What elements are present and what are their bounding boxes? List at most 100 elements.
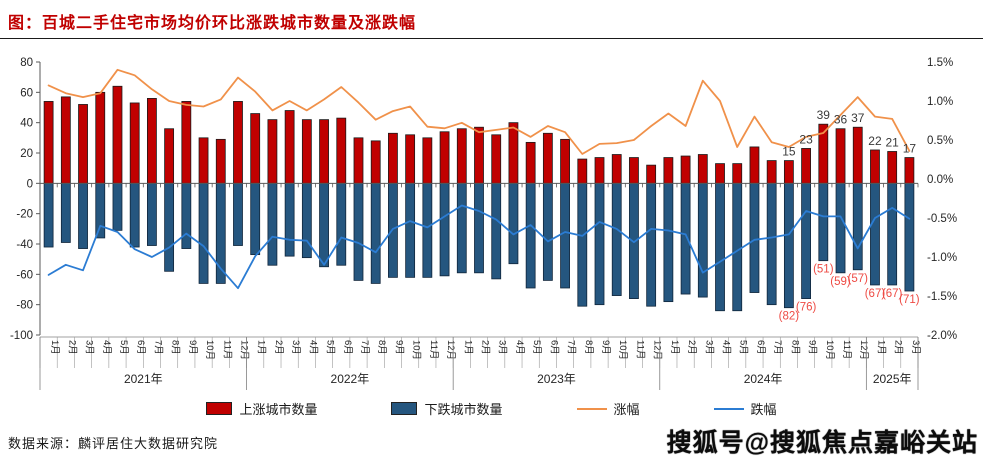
falling-cities-bar — [542, 182, 553, 281]
month-label: 4月 — [101, 340, 112, 355]
rising-cities-bar — [388, 132, 398, 184]
legend-item-falling-cities: 下跌城市数量 — [391, 399, 503, 418]
rising-bar-value-label: 23 — [799, 132, 813, 146]
right-axis-tick-label: 1.5% — [927, 57, 953, 69]
month-label: 6月 — [548, 340, 559, 355]
legend: 上涨城市数量 下跌城市数量 涨幅 跌幅 — [0, 399, 983, 418]
rising-cities-bar — [629, 157, 639, 184]
rising-cities-bar — [233, 101, 243, 184]
falling-cities-bar — [43, 182, 54, 248]
rising-cities-bar — [353, 137, 364, 184]
rising-cities-bar — [250, 113, 261, 184]
rising-cities-bar — [852, 126, 863, 184]
legend-item-fall-rate: 跌幅 — [713, 399, 777, 418]
falling-cities-bar — [904, 182, 915, 292]
legend-label: 涨幅 — [613, 402, 640, 417]
left-axis-tick-label: 60 — [20, 87, 33, 99]
rising-cities-bar — [749, 146, 760, 184]
falling-bar-swatch-icon — [391, 402, 418, 415]
rising-bar-swatch-icon — [206, 402, 233, 415]
month-label: 6月 — [342, 340, 353, 355]
falling-cities-bar — [749, 182, 760, 293]
rising-cities-bar — [611, 154, 622, 184]
rising-cities-bar — [319, 119, 329, 184]
fall-rate-line-swatch-icon — [713, 407, 744, 410]
month-label: 11月 — [428, 340, 439, 359]
month-label: 12月 — [858, 340, 869, 360]
rising-cities-bar — [147, 98, 157, 184]
falling-cities-bar — [129, 182, 140, 248]
rising-cities-bar — [370, 140, 381, 184]
rising-cities-bar — [336, 117, 347, 184]
falling-cities-bar — [783, 182, 794, 309]
month-label: 6月 — [755, 340, 766, 355]
falling-bar-value-label: (57) — [848, 273, 869, 285]
rising-cities-bar — [129, 102, 140, 184]
title-divider — [0, 38, 983, 39]
rise-rate-line — [47, 68, 911, 155]
right-axis-tick-label: -2.0% — [927, 330, 957, 342]
rising-cities-bar — [835, 128, 846, 184]
rising-cities-bar — [405, 134, 416, 184]
falling-cities-bar — [801, 182, 811, 299]
month-label: 10月 — [824, 340, 835, 360]
falling-cities-bar — [680, 182, 691, 295]
month-label: 2月 — [66, 340, 77, 355]
month-label: 4月 — [307, 340, 318, 355]
rising-cities-bar — [95, 91, 106, 184]
left-axis-tick-label: 20 — [20, 148, 33, 160]
falling-bar-value-label: (76) — [796, 302, 817, 314]
rising-cities-bar — [112, 85, 123, 184]
rising-cities-bar — [439, 131, 450, 184]
watermark: 搜狐号@搜狐焦点嘉峪关站 — [666, 429, 978, 457]
left-axis-tick-label: 40 — [20, 118, 33, 130]
month-label: 2月 — [480, 340, 491, 355]
falling-cities-bar — [284, 182, 295, 257]
falling-cities-bar — [456, 182, 467, 274]
rising-cities-bar — [164, 128, 175, 184]
legend-label: 上涨城市数量 — [239, 402, 318, 417]
month-label: 3月 — [910, 340, 921, 355]
rising-cities-bar — [267, 119, 278, 184]
left-axis-tick-label: -20 — [16, 209, 33, 221]
month-label: 5月 — [325, 340, 336, 355]
chart-title: 图：百城二手住宅市场均价环比涨跌城市数量及涨跌幅 — [8, 15, 417, 32]
right-axis-tick-label: -0.5% — [927, 213, 957, 225]
left-axis-tick-label: -80 — [16, 300, 33, 312]
year-label: 2023年 — [537, 372, 576, 386]
rising-bar-value-label: 17 — [903, 142, 917, 156]
falling-cities-bar — [78, 182, 88, 249]
falling-cities-bar — [852, 182, 863, 271]
month-label: 7月 — [772, 340, 783, 355]
rising-cities-bar — [594, 157, 605, 184]
rising-cities-bar — [198, 137, 209, 184]
month-label: 1月 — [669, 340, 680, 355]
rising-bar-value-label: 37 — [851, 111, 865, 125]
rising-cities-bar — [474, 126, 484, 184]
month-label: 4月 — [721, 340, 732, 355]
month-label: 8月 — [583, 340, 594, 355]
rising-cities-bar — [301, 119, 312, 184]
falling-cities-bar — [715, 182, 725, 312]
month-label: 1月 — [875, 340, 886, 355]
month-label: 2月 — [893, 340, 904, 355]
month-label: 8月 — [376, 340, 387, 355]
falling-bar-value-label: (67) — [882, 288, 903, 300]
right-axis-tick-label: 1.0% — [927, 96, 953, 108]
legend-label: 跌幅 — [750, 402, 777, 417]
falling-cities-bar — [594, 182, 605, 306]
rising-bar-value-label: 39 — [817, 108, 831, 122]
rising-cities-bar — [646, 164, 657, 184]
falling-cities-bar — [164, 182, 175, 272]
rising-cities-bar — [542, 132, 553, 184]
falling-cities-bar — [491, 182, 502, 280]
rising-cities-bar — [766, 160, 777, 184]
rising-cities-bar — [525, 141, 536, 184]
month-label: 8月 — [170, 340, 181, 355]
month-label: 3月 — [290, 340, 301, 355]
falling-cities-bar — [233, 182, 243, 246]
month-label: 1月 — [256, 340, 267, 355]
falling-cities-bar — [870, 182, 880, 286]
